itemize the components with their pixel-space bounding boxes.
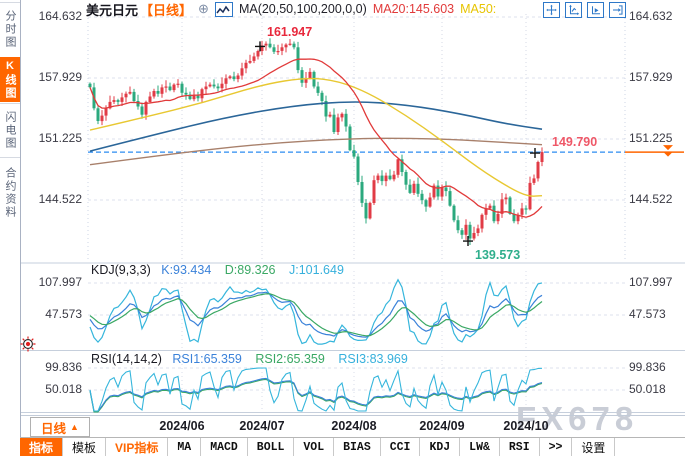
kdj-axis-label-right: 47.573 xyxy=(629,307,666,321)
main-axis-label-right: 144.522 xyxy=(629,192,673,206)
high-price-annotation: 161.947 xyxy=(267,25,313,40)
last-price-annotation: 149.790 xyxy=(552,135,598,150)
kdj-title: KDJ(9,3,3) xyxy=(91,263,151,277)
toolbar-item-[interactable]: 模板 xyxy=(63,438,107,456)
add-circle-icon[interactable]: ⊕ xyxy=(198,1,209,16)
main-axis-label-right: 151.225 xyxy=(629,131,673,145)
low-price-annotation: 139.573 xyxy=(475,248,521,263)
kdj-j-value: J:101.649 xyxy=(288,263,344,277)
x-axis-month-label: 2024/08 xyxy=(331,419,377,433)
toolbar-item-MACD[interactable]: MACD xyxy=(201,438,248,456)
ma20-value: MA20:145.603 xyxy=(372,2,455,16)
main-axis-label-right: 164.632 xyxy=(629,9,673,23)
watermark: FX678 xyxy=(516,400,639,437)
triangle-up-icon: ▲ xyxy=(70,422,79,432)
toolbar-item-VOL[interactable]: VOL xyxy=(294,438,335,456)
period-selector-label: 日线 xyxy=(41,421,67,436)
chart-header: 美元日元 【日线】 ⊕ MA(20,50,100,200,0,0) MA20:1… xyxy=(86,1,497,18)
ma50-value: MA50: xyxy=(460,2,497,16)
axis-row-divider xyxy=(20,415,685,416)
x-axis-month-label: 2024/06 xyxy=(159,419,205,433)
x-axis-month-label: 2024/07 xyxy=(239,419,285,433)
chart-tool-buttons xyxy=(543,2,626,18)
indicator-toolbar: 指标 模板 VIP指标 MA MACD BOLL VOL BIAS CCI KDJ LW& RSI >>… xyxy=(20,437,685,456)
sidebar-tab-2[interactable]: K线图 xyxy=(0,57,20,102)
ma-formula[interactable]: MA(20,50,100,200,0,0) xyxy=(238,2,367,16)
toolbar-item-BIAS[interactable]: BIAS xyxy=(334,438,381,456)
kdj-header[interactable]: KDJ(9,3,3) K:93.434 D:89.326 J:101.649 xyxy=(91,263,344,277)
x-axis-month-label: 2024/09 xyxy=(419,419,465,433)
toolbar-item-RSI[interactable]: RSI xyxy=(500,438,540,456)
symbol-name: 美元日元 xyxy=(86,2,139,18)
rsi1-value: RSI1:65.359 xyxy=(172,352,242,366)
rsi-axis-label-left: 99.836 xyxy=(45,360,82,374)
rsi-axis-label-right: 50.018 xyxy=(629,381,666,396)
sidebar-tab-3[interactable]: 闪电图 xyxy=(0,103,20,156)
toolbar-item-MA[interactable]: MA xyxy=(168,438,202,456)
toolbar-item-VIP[interactable]: VIP指标 xyxy=(106,438,169,456)
main-axis-label-left: 151.225 xyxy=(38,131,82,145)
rsi2-value: RSI2:65.359 xyxy=(255,352,325,366)
toolbar-item-LW[interactable]: LW& xyxy=(460,438,500,456)
period-selector[interactable]: 日线 ▲ xyxy=(30,417,90,437)
kdj-axis-label-left: 47.573 xyxy=(45,307,82,321)
main-axis-label-right: 157.929 xyxy=(629,69,673,84)
exit-right-icon[interactable] xyxy=(609,2,626,18)
main-axis-label-left: 157.929 xyxy=(38,69,82,84)
rsi-axis-label-right: 99.836 xyxy=(629,360,666,374)
sidebar-tab-4[interactable]: 合约资料 xyxy=(0,157,20,228)
toolbar-item-CCI[interactable]: CCI xyxy=(381,438,421,456)
toolbar-item-BOLL[interactable]: BOLL xyxy=(248,438,295,456)
axis-zoom-icon[interactable] xyxy=(565,2,582,18)
rsi-title: RSI(14,14,2) xyxy=(91,352,162,366)
kdj-axis-label-left: 107.997 xyxy=(38,275,82,289)
axis-play-icon[interactable] xyxy=(587,2,604,18)
sidebar-tab-1[interactable]: 分时图 xyxy=(0,2,20,56)
period-tag: 【日线】 xyxy=(140,2,193,18)
toolbar-item-[interactable]: 指标 xyxy=(20,438,64,456)
rsi3-value: RSI3:83.969 xyxy=(338,352,408,366)
x-axis-month-label: 2024/10 xyxy=(503,419,549,433)
main-axis-label-left: 144.522 xyxy=(38,192,82,206)
rsi-axis-label-left: 50.018 xyxy=(45,381,82,396)
chart-type-icon[interactable] xyxy=(214,1,233,17)
alert-sun-icon[interactable] xyxy=(20,336,36,357)
rsi-header[interactable]: RSI(14,14,2) RSI1:65.359 RSI2:65.359 RSI… xyxy=(91,352,408,366)
kdj-k-value: K:93.434 xyxy=(161,263,212,277)
kdj-axis-label-right: 107.997 xyxy=(629,275,673,289)
toolbar-item-[interactable]: >> xyxy=(540,438,573,456)
move-crosshair-icon[interactable] xyxy=(543,2,560,18)
left-sidebar: 分时图 K线图 闪电图 合约资料 xyxy=(0,0,21,456)
toolbar-item-KDJ[interactable]: KDJ xyxy=(420,438,461,456)
kdj-d-value: D:89.326 xyxy=(224,263,276,277)
main-axis-label-left: 164.632 xyxy=(38,9,82,23)
toolbar-item-[interactable]: 设置 xyxy=(572,438,616,456)
